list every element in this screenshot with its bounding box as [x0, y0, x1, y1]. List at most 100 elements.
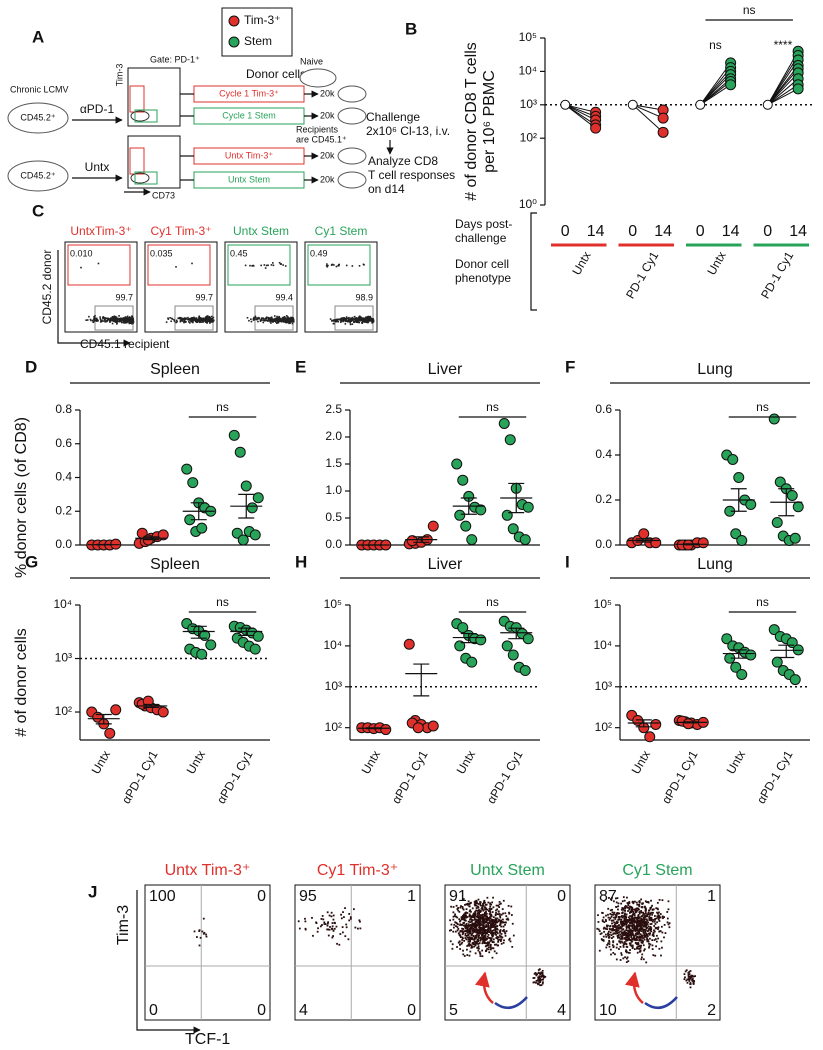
event-dot — [636, 951, 639, 954]
event-dot — [95, 319, 98, 322]
event-dot — [268, 318, 271, 320]
event-dot — [169, 317, 171, 319]
event-dot — [85, 319, 87, 321]
event-dot — [694, 975, 696, 978]
y-tick-label: 10³ — [55, 651, 72, 665]
event-dot — [128, 317, 130, 319]
event-dot — [476, 909, 479, 912]
event-dot — [620, 935, 623, 937]
event-dot — [481, 906, 484, 909]
event-dot — [537, 978, 540, 981]
event-dot — [655, 907, 658, 910]
significance-label: ns — [743, 3, 756, 17]
event-dot — [538, 968, 541, 971]
event-dot — [629, 922, 632, 924]
event-dot — [648, 927, 651, 930]
event-dot — [322, 918, 325, 921]
significance-label: ns — [486, 400, 499, 414]
event-dot — [505, 918, 508, 921]
event-dot — [631, 925, 634, 928]
event-dot — [610, 953, 612, 956]
event-dot — [625, 931, 628, 934]
data-point — [522, 501, 534, 513]
event-dot — [206, 315, 209, 317]
event-dot — [468, 940, 471, 943]
event-dot — [486, 937, 489, 940]
event-dot — [645, 927, 648, 930]
event-dot — [361, 322, 364, 325]
event-dot — [616, 925, 619, 927]
event-dot — [348, 912, 351, 915]
event-dot — [478, 909, 481, 912]
event-dot — [483, 937, 485, 940]
axis-label: CD73 — [152, 190, 175, 200]
event-dot — [633, 918, 636, 921]
event-dot — [120, 320, 122, 322]
event-dot — [622, 924, 625, 927]
event-dot — [292, 318, 294, 321]
event-dot — [683, 973, 686, 976]
panel-letter: G — [25, 552, 38, 571]
event-dot — [613, 911, 616, 914]
event-dot — [617, 918, 620, 921]
event-dot — [645, 909, 647, 911]
event-dot — [116, 323, 118, 325]
plot-title: Cy1 Stem — [622, 862, 692, 879]
event-dot — [497, 910, 500, 913]
event-dot — [487, 923, 490, 926]
event-dot — [668, 922, 671, 925]
event-dot — [265, 319, 268, 321]
event-dot — [491, 929, 493, 932]
event-dot — [623, 915, 625, 918]
group-label: Cycle 1 Stem — [222, 110, 276, 120]
event-dot — [602, 939, 605, 941]
event-dot — [252, 318, 255, 321]
event-dot — [630, 934, 633, 937]
event-dot — [612, 935, 615, 938]
event-dot — [131, 317, 133, 320]
event-dot — [189, 317, 192, 320]
event-dot — [272, 321, 274, 323]
event-dot — [612, 952, 615, 954]
event-dot — [251, 265, 253, 267]
event-dot — [540, 976, 543, 978]
event-dot — [484, 908, 486, 911]
event-dot — [485, 903, 488, 906]
event-dot — [359, 920, 361, 923]
event-dot — [612, 900, 615, 903]
event-dot — [644, 906, 646, 909]
event-dot — [128, 316, 131, 318]
event-dot — [198, 319, 201, 322]
event-dot — [612, 940, 615, 943]
event-dot — [475, 904, 478, 907]
data-point — [682, 718, 694, 730]
event-dot — [597, 921, 600, 923]
event-dot — [602, 935, 605, 938]
event-dot — [498, 919, 500, 921]
gate-label: Gate: PD-1⁺ — [150, 54, 200, 64]
event-dot — [88, 315, 90, 318]
flow-plot — [144, 884, 271, 1021]
event-dot — [280, 320, 283, 323]
event-dot — [203, 931, 206, 934]
event-dot — [359, 319, 361, 322]
event-dot — [642, 928, 645, 931]
event-dot — [638, 912, 641, 915]
event-dot — [208, 316, 211, 318]
event-dot — [285, 320, 287, 323]
event-dot — [267, 316, 270, 319]
event-dot — [473, 925, 476, 927]
event-dot — [652, 911, 654, 914]
event-dot — [631, 918, 634, 921]
event-dot — [541, 973, 544, 976]
event-dot — [469, 924, 472, 927]
y-tick-label: 0.2 — [55, 503, 72, 517]
event-dot — [610, 898, 612, 901]
event-dot — [493, 921, 496, 924]
event-dot — [685, 969, 688, 972]
phenotype-label: PD-1 Cy1 — [758, 249, 796, 301]
data-point — [774, 476, 786, 488]
event-dot — [647, 913, 650, 916]
event-dot — [122, 317, 124, 320]
event-dot — [649, 919, 652, 921]
